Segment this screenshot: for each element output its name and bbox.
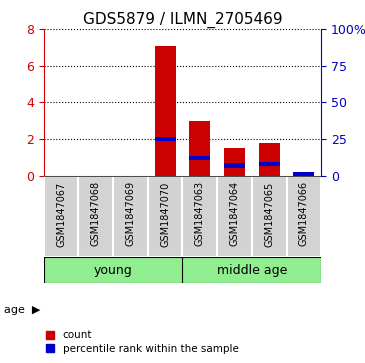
Text: GSM1847068: GSM1847068 [91,182,101,246]
Bar [78,176,113,257]
Bar [287,176,321,257]
Bar [113,176,148,257]
Bar [224,148,245,176]
Text: GSM1847064: GSM1847064 [230,182,239,246]
Bar [252,176,287,257]
Text: GSM1847069: GSM1847069 [126,182,135,246]
Text: age  ▶: age ▶ [4,305,40,315]
Text: GSM1847067: GSM1847067 [56,182,66,246]
Bar [224,163,245,168]
Text: GSM1847065: GSM1847065 [264,182,274,246]
Legend: count, percentile rank within the sample: count, percentile rank within the sample [42,326,243,358]
Bar [148,176,182,257]
Text: young: young [94,264,132,277]
Bar [259,143,280,176]
Title: GDS5879 / ILMN_2705469: GDS5879 / ILMN_2705469 [83,12,282,28]
Bar [182,176,217,257]
Bar [259,162,280,166]
Text: GSM1847070: GSM1847070 [160,182,170,246]
Bar [155,45,176,176]
Text: GSM1847063: GSM1847063 [195,182,205,246]
Text: GSM1847066: GSM1847066 [299,182,309,246]
Text: middle age: middle age [217,264,287,277]
Bar [44,257,182,283]
Bar [182,257,321,283]
Bar [155,137,176,141]
Bar [189,156,210,160]
Bar [217,176,252,257]
Bar [44,176,78,257]
Bar [293,172,314,176]
Bar [189,121,210,176]
